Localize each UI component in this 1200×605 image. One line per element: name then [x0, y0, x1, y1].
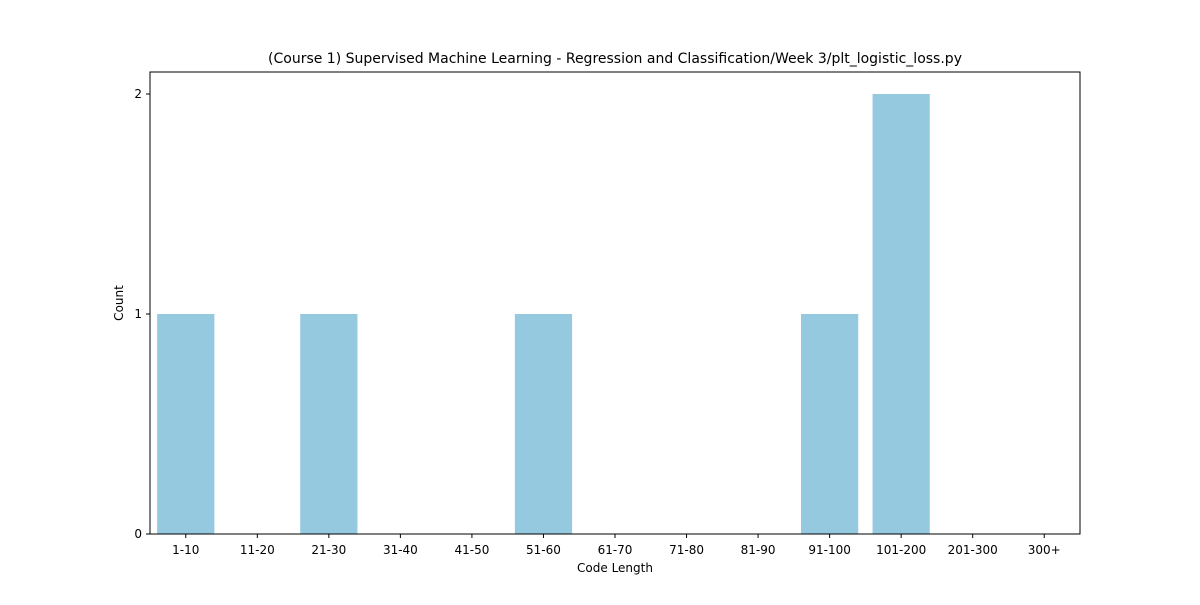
x-tick-label: 71-80 [669, 543, 704, 557]
chart-title: (Course 1) Supervised Machine Learning -… [268, 51, 962, 67]
bar-101-200 [872, 94, 930, 534]
x-tick-label: 201-300 [948, 543, 998, 557]
x-tick-label: 81-90 [741, 543, 776, 557]
bar-51-60 [514, 314, 573, 534]
x-tick-label: 41-50 [454, 543, 489, 557]
y-tick-label: 1 [134, 307, 142, 321]
x-axis: 1-10 11-20 21-30 31-40 41-50 51-60 61-70 71-80 8… [172, 534, 1061, 557]
y-axis: 0 1 2 [134, 87, 150, 541]
x-axis-label: Code Length [577, 561, 653, 575]
bar-91-100 [801, 314, 859, 534]
x-tick-label: 51-60 [526, 543, 561, 557]
plot-frame [149, 71, 1081, 535]
bars-layer [157, 94, 930, 534]
x-tick-label: 11-20 [240, 543, 275, 557]
x-tick-label: 300+ [1028, 543, 1061, 557]
y-tick-label: 2 [134, 87, 142, 101]
x-tick-label: 91-100 [808, 543, 851, 557]
x-tick-label: 1-10 [172, 543, 199, 557]
bar-1-10 [157, 314, 215, 534]
x-tick-label: 31-40 [383, 543, 418, 557]
x-tick-label: 61-70 [598, 543, 633, 557]
x-tick-label: 21-30 [311, 543, 346, 557]
y-axis-label: Count [112, 285, 126, 321]
bar-21-30 [300, 314, 358, 534]
x-tick-label: 101-200 [876, 543, 926, 557]
y-tick-label: 0 [134, 527, 142, 541]
